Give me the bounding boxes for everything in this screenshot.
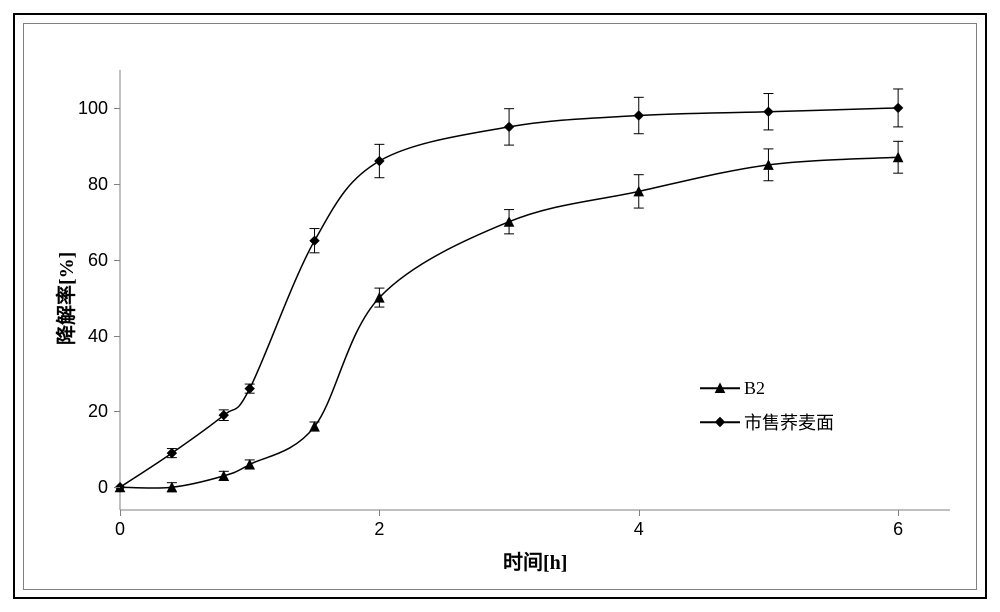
y-tick-label: 0 <box>64 478 108 496</box>
legend-marker <box>700 417 740 427</box>
x-tick <box>120 510 121 516</box>
legend: B2 市售荞麦面 <box>700 370 910 440</box>
legend-label: B2 <box>744 378 765 399</box>
legend-marker <box>700 383 740 393</box>
y-tick-label: 60 <box>64 251 108 269</box>
x-tick-label: 2 <box>359 520 399 538</box>
marker-triangle <box>219 471 228 480</box>
marker-triangle <box>505 217 514 226</box>
y-tick <box>114 184 120 185</box>
y-tick <box>114 411 120 412</box>
x-axis-title: 时间[h] <box>503 546 567 575</box>
legend-row-B2: B2 <box>700 376 765 400</box>
marker-diamond <box>245 384 254 393</box>
x-tick <box>379 510 380 516</box>
x-tick-label: 4 <box>619 520 659 538</box>
page-root: 降解率[%] 时间[h] B2市售荞麦面 0204060801000246 <box>0 0 1000 612</box>
y-tick <box>114 487 120 488</box>
marker-diamond <box>505 122 514 131</box>
plot-svg <box>120 70 950 510</box>
triangle-icon <box>713 381 727 395</box>
y-tick-label: 40 <box>64 327 108 345</box>
marker-triangle <box>245 460 254 469</box>
legend-row-market: 市售荞麦面 <box>700 410 834 434</box>
legend-label: 市售荞麦面 <box>744 409 834 435</box>
marker-diamond <box>634 111 643 120</box>
y-tick-label: 20 <box>64 402 108 420</box>
y-tick <box>114 336 120 337</box>
y-tick <box>114 260 120 261</box>
plot-area <box>120 70 950 510</box>
diamond-icon <box>713 415 727 429</box>
marker-diamond <box>894 103 903 112</box>
x-tick <box>898 510 899 516</box>
x-tick <box>639 510 640 516</box>
marker-diamond <box>310 236 319 245</box>
marker-diamond <box>764 107 773 116</box>
marker-diamond <box>167 449 176 458</box>
x-tick-label: 6 <box>878 520 918 538</box>
marker-diamond <box>375 157 384 166</box>
x-tick-label: 0 <box>100 520 140 538</box>
y-tick-label: 100 <box>64 99 108 117</box>
y-tick-label: 80 <box>64 175 108 193</box>
y-tick <box>114 108 120 109</box>
